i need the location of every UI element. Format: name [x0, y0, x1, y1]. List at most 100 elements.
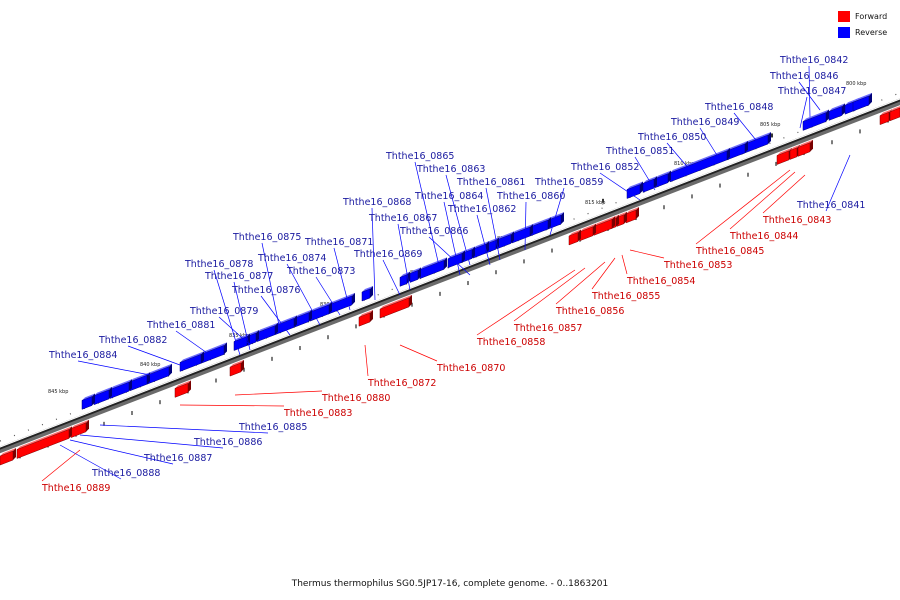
scale-tick-label: 835 kbp [229, 333, 249, 339]
gene-label: Ththe16_0858 [476, 337, 545, 348]
gene-label: Ththe16_0848 [704, 102, 773, 113]
reverse-gene-top [643, 176, 657, 184]
forward-gene-side [188, 380, 191, 393]
reverse-gene-top [473, 241, 489, 250]
reverse-gene-top [670, 147, 730, 173]
reverse-gene-top [82, 393, 95, 401]
gene-leader-line [127, 345, 181, 366]
reverse-gene-side [224, 342, 227, 355]
gene-leader-line [234, 390, 323, 396]
forward-gene-top [594, 216, 615, 227]
forward-gene-top [617, 211, 627, 218]
gene-leader-line [825, 154, 851, 212]
reverse-gene-top [497, 231, 514, 240]
gene-label: Ththe16_0868 [342, 197, 411, 208]
forward-gene-top [380, 294, 412, 310]
gene-label: Ththe16_0846 [769, 71, 838, 82]
gene-label: Ththe16_0867 [368, 213, 437, 224]
reverse-gene-side [654, 176, 657, 189]
forward-gene-side [616, 214, 619, 227]
reverse-gene-side [418, 267, 421, 280]
gene-label: Ththe16_0876 [231, 285, 300, 296]
forward-gene-top [71, 419, 89, 429]
gene-leader-line [179, 404, 285, 407]
gene-leader-line [414, 161, 441, 271]
reverse-gene-side [256, 330, 259, 343]
forward-gene-top [580, 223, 596, 232]
forward-gene [568, 232, 579, 246]
gene-leader-line [59, 444, 122, 480]
gene-leader-line [382, 259, 401, 296]
gene-label: Ththe16_0859 [534, 177, 603, 188]
gene-label: Ththe16_0843 [762, 215, 831, 226]
gene-leader-line [695, 169, 791, 245]
gene-leader-line [397, 223, 411, 291]
gene-label: Ththe16_0862 [447, 204, 516, 215]
reverse-gene-top [201, 342, 227, 355]
forward-gene-top [175, 380, 191, 389]
gene-label: Ththe16_0866 [399, 226, 468, 237]
reverse-gene-top [655, 170, 671, 179]
gene-leader-line [79, 434, 224, 449]
reverse-gene-side [745, 140, 748, 153]
reverse-gene-top [448, 250, 465, 259]
gene-leader-line [315, 276, 341, 316]
gene-label: Ththe16_0841 [796, 200, 865, 211]
gene-label: Ththe16_0861 [456, 177, 525, 188]
reverse-gene-side [407, 271, 410, 284]
reverse-gene-top [94, 386, 112, 396]
gene-leader-line [286, 263, 321, 326]
forward-gene-top [569, 229, 581, 236]
gene-leader-line [260, 295, 291, 336]
gene-label: Ththe16_0851 [605, 146, 674, 157]
gene-leader-line [808, 65, 811, 118]
gene-label: Ththe16_0870 [436, 363, 505, 374]
gene-leader-line [599, 172, 641, 201]
gene-label: Ththe16_0880 [321, 393, 390, 404]
backbone-shadow [0, 98, 900, 454]
reverse-gene-top [257, 322, 278, 333]
reverse-gene-side [496, 237, 499, 250]
forward-gene-top [17, 426, 72, 450]
gene-label: Ththe16_0845 [695, 246, 764, 257]
forward-gene [879, 111, 890, 126]
gene-leader-line [634, 156, 656, 191]
reverse-gene-side [768, 131, 771, 144]
reverse-gene [419, 259, 445, 279]
forward-gene-side [370, 309, 373, 322]
legend-reverse: Reverse [838, 25, 887, 39]
reverse-gene-side [169, 363, 172, 376]
gene-leader-line [218, 316, 251, 346]
gene-leader-line [733, 112, 761, 146]
gene-label: Ththe16_0863 [416, 164, 485, 175]
reverse-gene-top [328, 292, 355, 306]
gene-leader-line [364, 344, 369, 377]
reverse-gene-side [444, 257, 447, 270]
gene-leader-line [428, 236, 471, 276]
gene-label: Ththe16_0854 [626, 276, 695, 287]
gene-label: Ththe16_0864 [414, 191, 483, 202]
forward-gene-side [409, 294, 412, 307]
gene-label: Ththe16_0872 [367, 378, 436, 389]
gene-label: Ththe16_0857 [513, 323, 582, 334]
gene-label: Ththe16_0874 [257, 253, 326, 264]
forward-gene-top [359, 309, 373, 318]
reverse-gene-top [420, 257, 447, 270]
gene-label: Ththe16_0877 [204, 271, 273, 282]
reverse-gene-top [742, 131, 771, 146]
gene-leader-line [175, 330, 211, 356]
gene-leader-line [666, 142, 691, 171]
backbone [0, 98, 900, 450]
gene-label: Ththe16_0873 [286, 266, 355, 277]
gene-label: Ththe16_0869 [353, 249, 422, 260]
gene-label: Ththe16_0884 [48, 350, 117, 361]
gene-leader-line [371, 207, 376, 301]
gene-leader-line [399, 344, 438, 362]
reverse-gene-side [275, 322, 278, 335]
reverse-gene-side [92, 393, 95, 406]
gene-leader-line [798, 81, 821, 111]
gene-leader-line [591, 257, 616, 290]
gene-leader-line [213, 269, 241, 356]
forward-gene-side [578, 229, 581, 242]
genome-caption: Thermus thermophilus SG0.5JP17-16, compl… [291, 579, 609, 589]
